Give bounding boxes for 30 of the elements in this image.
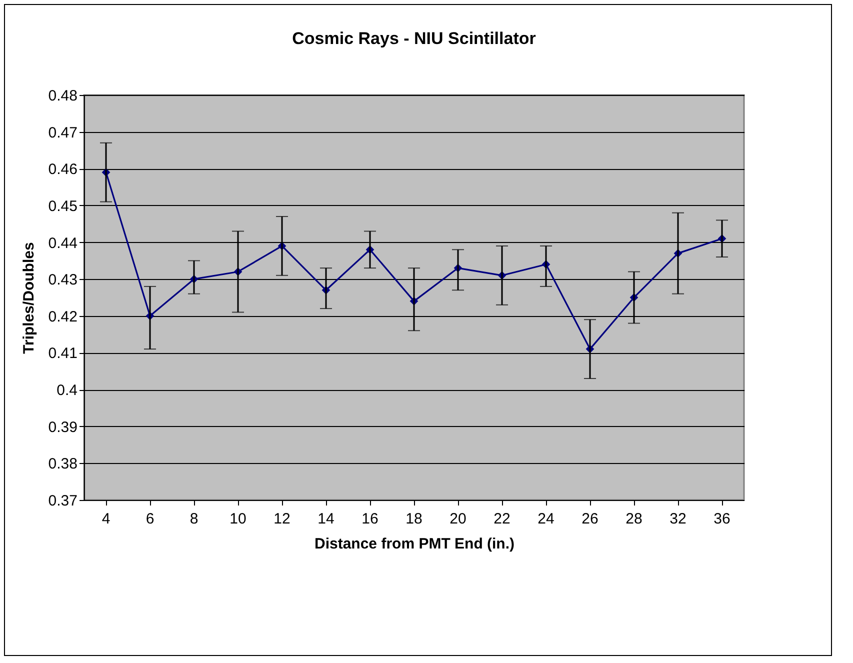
x-tick-label: 32 [670,510,686,528]
y-axis-title: Triples/Doubles [20,242,38,354]
x-tick-label: 18 [406,510,422,528]
x-tick-label: 22 [494,510,510,528]
y-tick-label: 0.38 [48,456,78,473]
x-tick-label: 10 [230,510,246,528]
x-tick-label: 8 [190,510,198,528]
y-tick-label: 0.44 [48,234,78,252]
y-tick-label: 0.4 [56,382,78,400]
x-tick-label: 6 [146,510,154,528]
x-tick-label: 16 [362,510,378,528]
y-tick-label: 0.46 [48,161,78,178]
x-tick-label: 28 [626,510,642,528]
x-tick-label: 24 [538,510,554,528]
y-tick-label: 0.45 [48,198,78,215]
x-axis-title: Distance from PMT End (in.) [314,536,515,552]
y-tick-label: 0.43 [48,272,78,289]
y-tick-label: 0.47 [48,124,78,142]
x-tick-label: 20 [450,510,466,528]
y-tick-label: 0.42 [48,308,78,326]
x-tick-label: 36 [714,510,730,528]
y-tick-label: 0.48 [48,88,78,104]
y-tick-label: 0.39 [48,418,78,436]
x-tick-label: 14 [318,510,334,528]
y-tick-label: 0.37 [48,492,78,510]
x-tick-label: 26 [582,510,598,528]
chart-title: Cosmic Rays - NIU Scintillator [292,29,536,48]
y-tick-label: 0.41 [48,345,78,362]
x-tick-label: 12 [274,510,290,528]
x-tick-label: 4 [102,510,110,528]
